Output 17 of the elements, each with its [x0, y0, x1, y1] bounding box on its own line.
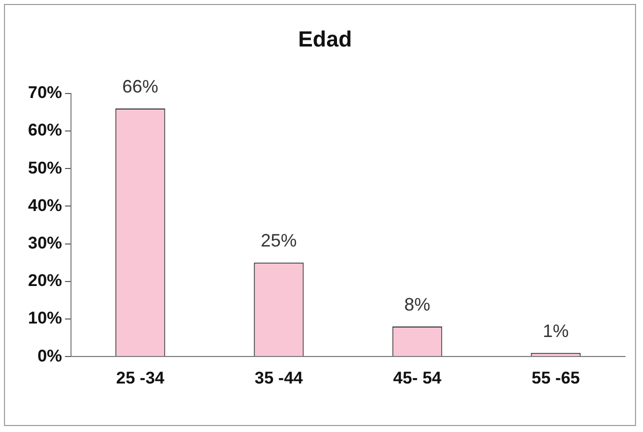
y-tick-label: 40% — [28, 196, 62, 215]
data-label: 1% — [542, 320, 569, 341]
y-tick-label: 60% — [28, 120, 62, 140]
chart-title: Edad — [298, 26, 352, 52]
x-tick-label: 45- 54 — [393, 368, 442, 388]
data-label: 66% — [122, 76, 158, 96]
data-label: 8% — [404, 294, 430, 314]
y-tick-label: 20% — [28, 271, 62, 290]
y-tick-label: 70% — [28, 83, 62, 102]
x-tick-label: 35 -44 — [254, 368, 304, 388]
y-tick-label: 0% — [37, 346, 62, 366]
data-label: 25% — [260, 230, 297, 251]
x-tick-label: 55 -65 — [532, 368, 580, 388]
y-tick-label: 50% — [28, 158, 62, 178]
y-tick-label: 30% — [28, 233, 62, 252]
y-tick-label: 10% — [28, 308, 62, 328]
x-tick-label: 25 -34 — [116, 368, 165, 388]
